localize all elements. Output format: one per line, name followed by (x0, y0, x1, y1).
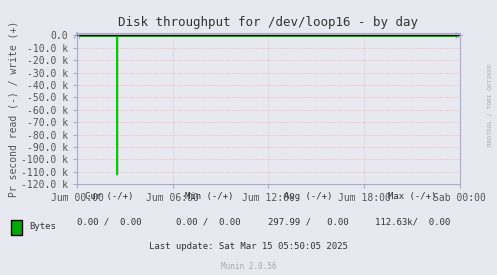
Text: 0.00 /  0.00: 0.00 / 0.00 (176, 217, 241, 226)
Text: Max (-/+): Max (-/+) (388, 192, 437, 201)
Text: Cur (-/+): Cur (-/+) (85, 192, 134, 201)
Text: 112.63k/  0.00: 112.63k/ 0.00 (375, 217, 450, 226)
Title: Disk throughput for /dev/loop16 - by day: Disk throughput for /dev/loop16 - by day (118, 16, 418, 29)
Text: Bytes: Bytes (29, 222, 56, 231)
Text: Munin 2.0.56: Munin 2.0.56 (221, 262, 276, 271)
Y-axis label: Pr second read (-) / write (+): Pr second read (-) / write (+) (8, 21, 18, 197)
Text: Last update: Sat Mar 15 05:50:05 2025: Last update: Sat Mar 15 05:50:05 2025 (149, 242, 348, 251)
Text: 297.99 /   0.00: 297.99 / 0.00 (268, 217, 348, 226)
Text: RRDTOOL / TOBI OETIKER: RRDTOOL / TOBI OETIKER (487, 63, 492, 146)
Text: Avg (-/+): Avg (-/+) (284, 192, 332, 201)
Text: Min (-/+): Min (-/+) (184, 192, 233, 201)
Text: 0.00 /  0.00: 0.00 / 0.00 (77, 217, 142, 226)
